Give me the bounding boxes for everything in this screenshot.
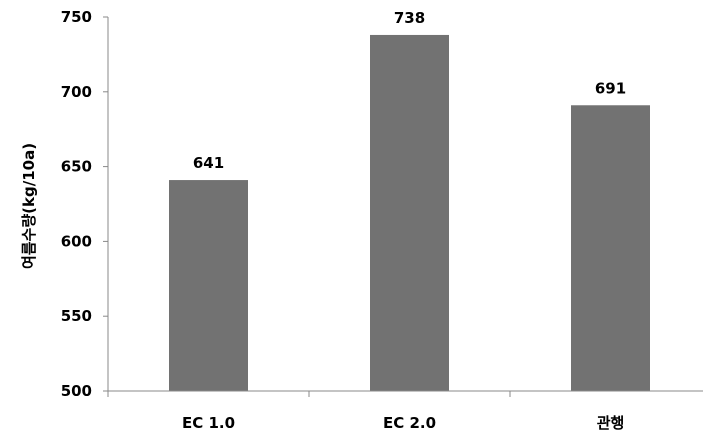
x-tick-label: EC 2.0 <box>383 414 436 432</box>
bar <box>370 34 449 392</box>
y-tick-label: 550 <box>61 307 92 325</box>
y-axis-title: 여름수량(kg/10a) <box>20 143 38 269</box>
y-tick-label: 750 <box>61 8 92 26</box>
x-tick-label: EC 1.0 <box>182 414 235 432</box>
data-label: 641 <box>193 154 224 172</box>
x-tick-label: 관행 <box>597 414 625 432</box>
data-label: 691 <box>595 79 626 97</box>
bar <box>169 180 248 391</box>
bar <box>571 105 650 391</box>
y-axis: 500 550 600 650 700 750 <box>61 8 109 400</box>
y-tick-label: 600 <box>61 232 92 250</box>
data-label: 738 <box>394 9 425 27</box>
y-tick-label: 700 <box>61 83 92 101</box>
bars-group <box>169 34 650 392</box>
x-axis: EC 1.0 EC 2.0 관행 <box>107 390 703 432</box>
y-tick-label: 650 <box>61 158 92 176</box>
y-tick-label: 500 <box>61 382 92 400</box>
data-labels-group: 641 738 691 <box>193 9 626 172</box>
